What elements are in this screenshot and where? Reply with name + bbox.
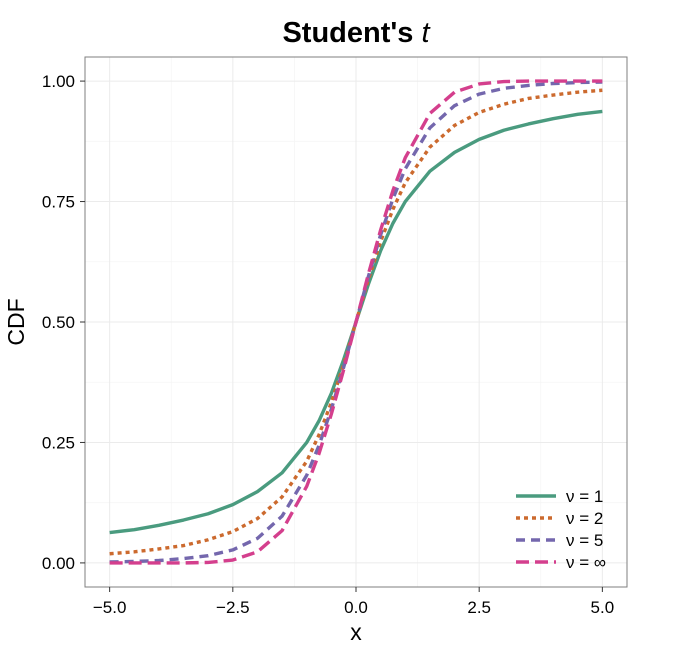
y-tick-label: 0.00 [42, 554, 75, 573]
x-tick-label: 2.5 [467, 598, 491, 617]
axes-layer: −5.0 −2.5 0.0 2.5 5.0 0.00 0.25 0.50 0.75 1.00 [42, 56, 628, 617]
x-axis-title: x [350, 619, 362, 645]
x-tick-label: 0.0 [344, 598, 368, 617]
y-axis-title: CDF [3, 298, 29, 345]
chart-title: Student's t [282, 17, 431, 49]
series-layer [109, 79, 603, 565]
chart-title-italic: t [421, 17, 431, 49]
legend-label-3: ν = 5 [566, 531, 603, 550]
legend: ν = 1 ν = 2 ν = 5 ν = ∞ [516, 487, 606, 572]
legend-label-4: ν = ∞ [566, 553, 606, 572]
y-tick-label: 0.75 [42, 193, 75, 212]
y-tick-label: 0.25 [42, 433, 75, 452]
series-line-4 [109, 79, 603, 565]
legend-label-2: ν = 2 [566, 509, 603, 528]
x-tick-label: −2.5 [216, 598, 250, 617]
x-tick-label: −5.0 [93, 598, 127, 617]
legend-label-1: ν = 1 [566, 487, 603, 506]
x-tick-label: 5.0 [591, 598, 615, 617]
chart-title-main: Student's [282, 17, 413, 49]
y-tick-label: 0.50 [42, 313, 75, 332]
y-tick-label: 1.00 [42, 72, 75, 91]
